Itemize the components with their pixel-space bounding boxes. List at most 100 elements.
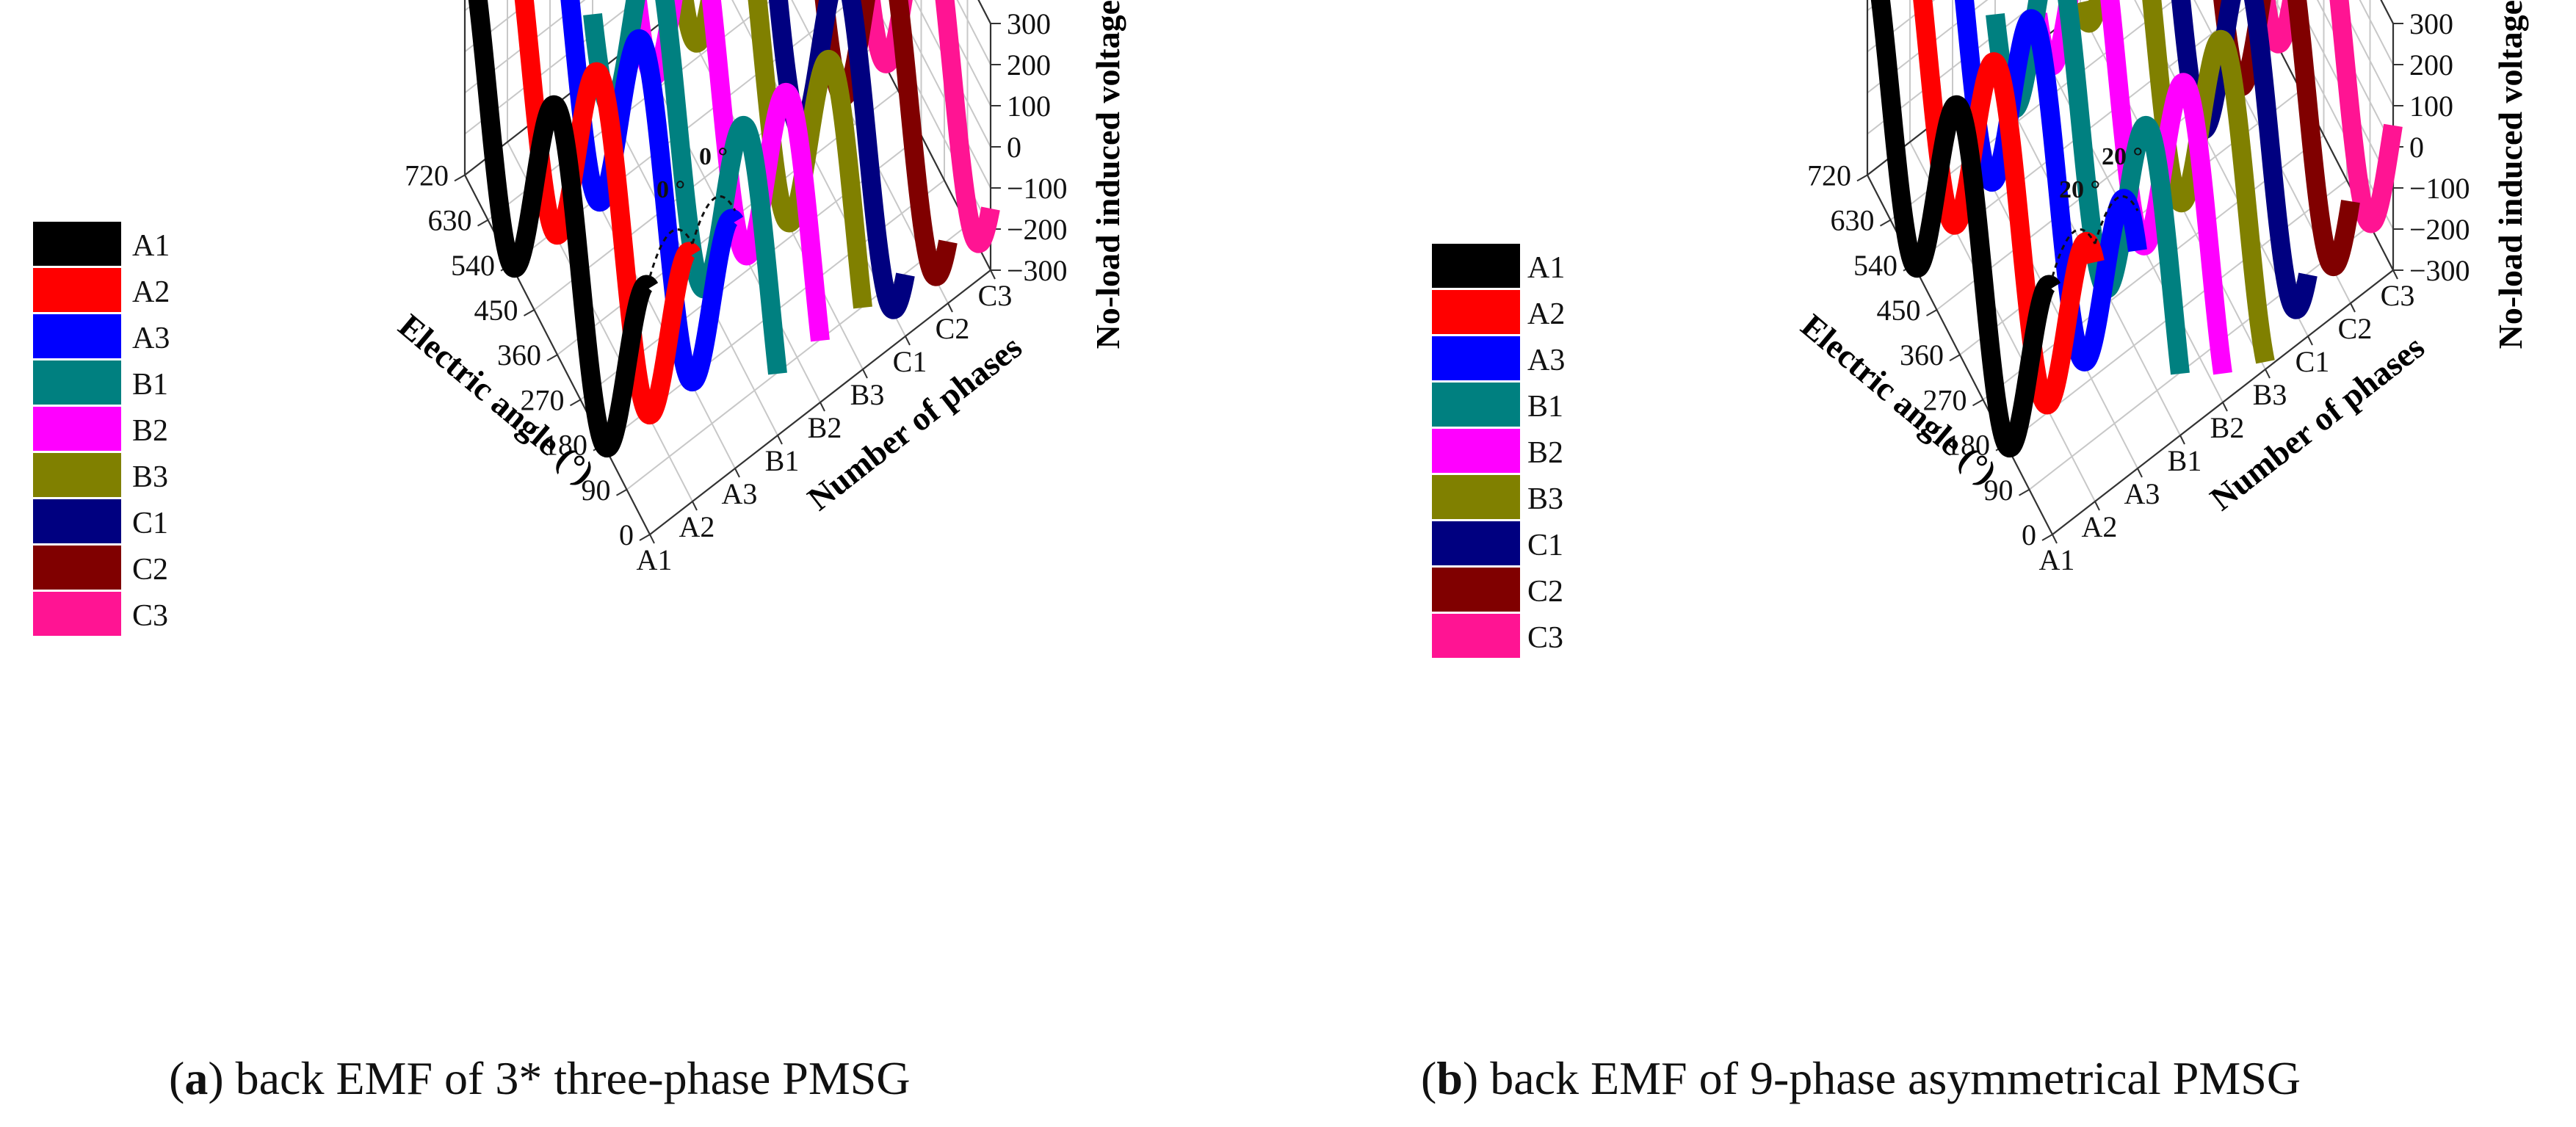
legend-label-a1: A1 xyxy=(1527,251,1565,285)
legend-swatch-b1 xyxy=(1432,383,1520,427)
phase-tick-label: C2 xyxy=(2338,312,2373,345)
phase-tick xyxy=(2307,336,2313,346)
x-tick xyxy=(1926,309,1937,316)
phase-tick xyxy=(649,534,655,544)
x-tick xyxy=(524,309,535,316)
phase-tick xyxy=(2052,534,2058,544)
phase-tick-label: C1 xyxy=(893,345,927,378)
x-tick-label: 180 xyxy=(1946,429,1990,462)
z-tick-label: 100 xyxy=(1007,90,1051,123)
z-tick-label: 300 xyxy=(1007,7,1051,40)
phase-tick-label: B1 xyxy=(765,444,800,477)
legend-swatch-b2 xyxy=(1432,429,1520,473)
x-tick-label: 180 xyxy=(543,429,587,462)
caption-b-label: b xyxy=(1436,1052,1463,1104)
z-tick-label: −300 xyxy=(1007,254,1068,287)
phase-tick-label: A2 xyxy=(679,510,715,543)
shift-arc xyxy=(2094,195,2139,244)
legend-label-b3: B3 xyxy=(1527,482,1563,516)
x-tick-label: 540 xyxy=(451,249,495,282)
legend-swatch-c1 xyxy=(33,499,121,543)
series-line-b1 xyxy=(1986,0,2190,375)
phase-shift-annotation: 0 ° 0 ° xyxy=(648,143,737,278)
legend-label-c1: C1 xyxy=(1527,529,1563,562)
legend-label-b1: B1 xyxy=(132,368,168,402)
phase-tick xyxy=(905,336,911,346)
phase-tick xyxy=(2350,302,2356,313)
phase-tick-label: C2 xyxy=(936,312,970,345)
legend-swatch-c3 xyxy=(33,592,121,636)
x-tick-label: 360 xyxy=(1900,338,1944,372)
phase-tick-label: B1 xyxy=(2168,444,2202,477)
gridline-z xyxy=(956,0,991,65)
gridline-z xyxy=(935,0,991,106)
legend-label-a2: A2 xyxy=(1527,297,1565,331)
series-group xyxy=(468,0,1000,458)
z-axis-title: No-load induced voltage (V) xyxy=(1089,0,1126,349)
caption-a-text: back EMF of 3* three-phase PMSG xyxy=(236,1052,911,1104)
x-tick-label: 720 xyxy=(1807,159,1851,192)
z-tick-label: −200 xyxy=(2409,213,2470,246)
legend-label-b2: B2 xyxy=(1527,436,1563,470)
phase-tick-label: A2 xyxy=(2082,510,2118,543)
legend-swatch-a1 xyxy=(33,222,121,266)
phase-tick xyxy=(990,269,996,280)
phase-tick xyxy=(820,402,825,412)
legend-label-c3: C3 xyxy=(1527,621,1563,655)
phase-tick-label: B3 xyxy=(850,378,885,411)
legend-label-b2: B2 xyxy=(132,414,168,448)
legend-swatch-b2 xyxy=(33,407,121,451)
legend-label-b1: B1 xyxy=(1527,390,1563,424)
shift-label: 0 ° xyxy=(656,176,685,203)
x-axis-title: Electric angle (°) xyxy=(1794,307,2004,491)
x-tick-label: 270 xyxy=(521,383,565,416)
shift-label: 0 ° xyxy=(699,143,728,170)
legend-label-b3: B3 xyxy=(132,460,168,494)
phase-tick-label: C3 xyxy=(978,279,1013,312)
x-tick-label: 90 xyxy=(582,474,611,507)
x-tick xyxy=(616,488,627,496)
x-tick xyxy=(454,174,466,182)
z-tick-label: 300 xyxy=(2409,7,2453,40)
legend-swatch-c2 xyxy=(33,546,121,590)
gridline-z xyxy=(2359,0,2394,65)
x-tick-label: 450 xyxy=(474,294,518,327)
legend-swatch-c2 xyxy=(1432,568,1520,612)
phase-tick xyxy=(734,468,740,478)
z-tick-label: 200 xyxy=(2409,48,2453,81)
phase-tick xyxy=(777,435,783,445)
phase-tick-label: B3 xyxy=(2253,378,2287,411)
legend-swatch-c1 xyxy=(1432,521,1520,565)
x-tick xyxy=(477,219,488,227)
phase-tick xyxy=(2094,501,2100,511)
phase-tick xyxy=(692,501,698,511)
z-tick-label: 100 xyxy=(2409,90,2453,123)
phase-shift-annotation: 20 °20 ° xyxy=(2051,143,2143,278)
x-tick-label: 630 xyxy=(428,204,472,237)
legend: A1 A2 A3 B1 B2 B3 C1 C2 C3 xyxy=(1432,244,1565,658)
legend-label-c3: C3 xyxy=(132,599,168,633)
phase-tick-label: C3 xyxy=(2381,279,2415,312)
shift-arc xyxy=(648,228,694,278)
z-tick-label: −100 xyxy=(2409,172,2470,205)
x-tick-label: 630 xyxy=(1831,204,1875,237)
legend-swatch-b1 xyxy=(33,360,121,405)
legend-swatch-a2 xyxy=(1432,290,1520,334)
phase-tick xyxy=(862,369,868,379)
phase-tick-label: A3 xyxy=(722,477,758,510)
series-line-a3 xyxy=(1955,0,2147,372)
x-tick xyxy=(570,399,581,407)
x-tick-label: 540 xyxy=(1853,249,1897,282)
legend-label-a3: A3 xyxy=(1527,344,1565,377)
x-tick-label: 0 xyxy=(2022,518,2036,551)
gridline-z xyxy=(2316,0,2394,148)
shift-label: 20 ° xyxy=(2059,176,2100,203)
z-axis-title: No-load induced voltage (V) xyxy=(2492,0,2529,349)
phase-tick-label: A3 xyxy=(2124,477,2160,510)
phase-tick-label: C1 xyxy=(2295,345,2330,378)
legend-swatch-a1 xyxy=(1432,244,1520,288)
legend-swatch-b3 xyxy=(1432,475,1520,519)
legend-label-c1: C1 xyxy=(132,507,168,540)
phase-tick xyxy=(2179,435,2185,445)
